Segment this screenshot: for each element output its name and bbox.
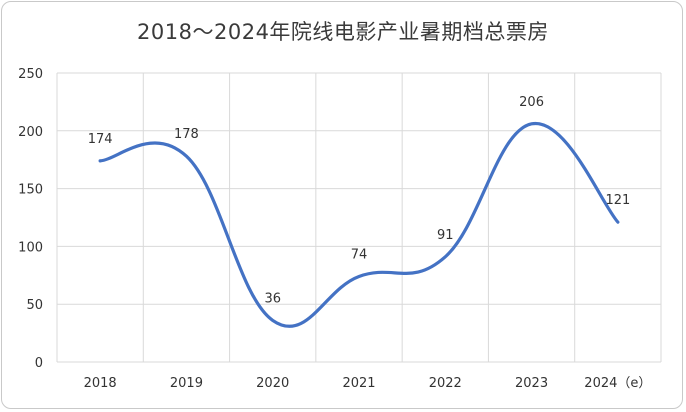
chart-title: 2018～2024年院线电影产业暑期档总票房 [137, 20, 549, 44]
y-tick-label: 100 [18, 240, 43, 255]
x-tick-label: 2018 [84, 376, 117, 391]
data-label: 74 [351, 247, 368, 262]
y-tick-label: 0 [35, 356, 43, 371]
data-label: 206 [519, 95, 544, 110]
x-tick-label: 2021 [342, 376, 375, 391]
data-label: 178 [174, 127, 199, 142]
x-tick-label: 2020 [256, 376, 289, 391]
y-tick-label: 150 [18, 183, 43, 198]
series-line [98, 122, 620, 328]
x-tick-label: 2023 [515, 376, 548, 391]
data-label: 36 [264, 291, 281, 306]
x-tick-label: 2024（e） [584, 376, 651, 391]
data-label: 174 [88, 132, 113, 147]
y-tick-label: 200 [18, 125, 43, 140]
data-label: 121 [605, 193, 630, 208]
x-tick-label: 2019 [170, 376, 203, 391]
y-tick-label: 250 [18, 67, 43, 82]
x-tick-label: 2022 [429, 376, 462, 391]
data-label: 91 [437, 228, 454, 243]
y-tick-label: 50 [26, 298, 43, 313]
